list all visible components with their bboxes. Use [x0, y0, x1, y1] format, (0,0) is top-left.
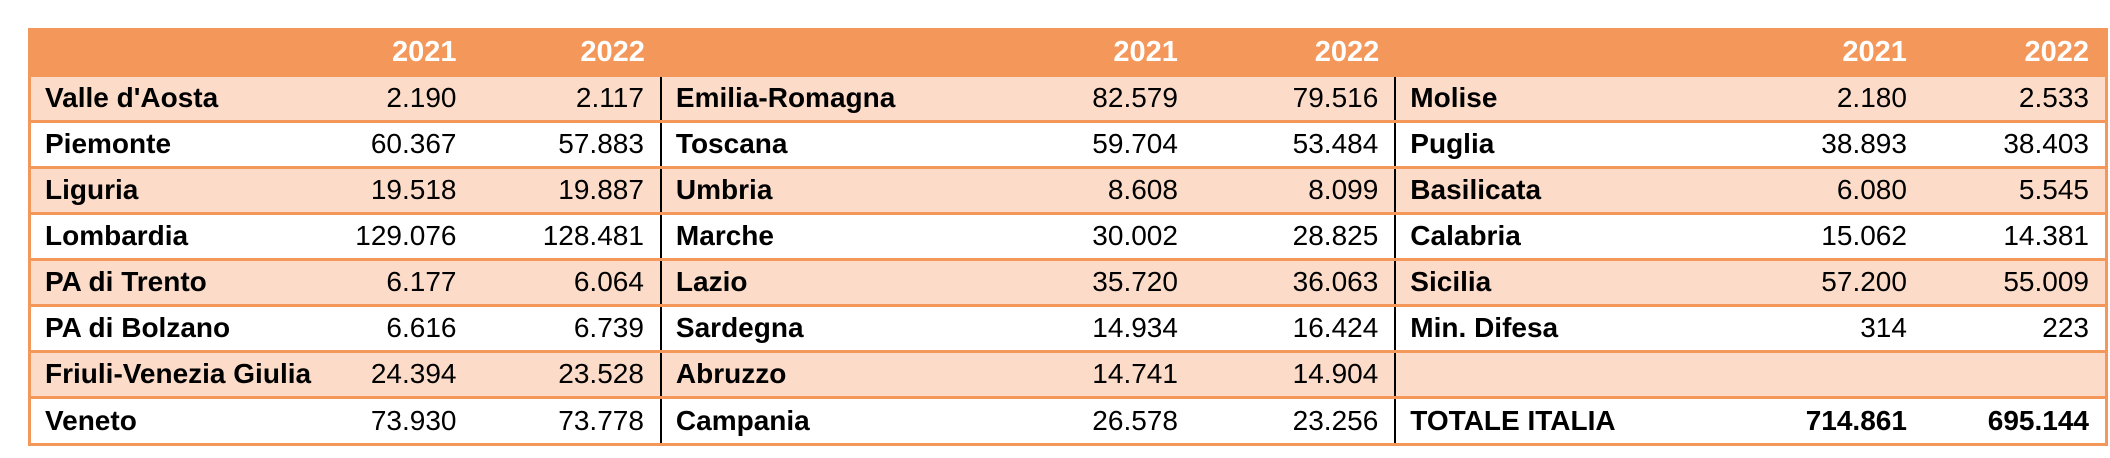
- value-2022: 5.545: [1922, 165, 2105, 213]
- header-year-2022: 2022: [1193, 31, 1396, 77]
- value-2022: 2.117: [575, 82, 644, 113]
- region-name: Marche: [659, 211, 952, 259]
- value-2021: 57.200: [1718, 257, 1923, 305]
- empty-cell: [1718, 349, 1923, 397]
- value-2021: 59.704: [951, 119, 1194, 167]
- region-name: Basilicata: [1394, 165, 1719, 213]
- header-year-2022: 2022: [1922, 31, 2105, 77]
- region-table-container: 2021 2022 2021 2022 2021 2022 Valle d'Ao…: [28, 28, 2108, 446]
- value-2021: 6.177: [300, 257, 473, 305]
- table-row: Friuli-Venezia Giulia 24.394 23.528 Abru…: [31, 349, 2105, 397]
- region-name: Sicilia: [1394, 257, 1719, 305]
- value-2022: 57.883: [472, 119, 661, 167]
- table-row: Piemonte 60.367 57.883 Toscana 59.704 53…: [31, 119, 2105, 167]
- header-blank-2: [660, 31, 952, 77]
- table-header: 2021 2022 2021 2022 2021 2022: [31, 31, 2105, 77]
- value-2022: 55.009: [1922, 257, 2105, 305]
- region-name: Umbria: [659, 165, 952, 213]
- region-name: Sardegna: [659, 303, 952, 351]
- header-blank-3: [1395, 31, 1719, 77]
- region-name: Friuli-Venezia Giulia: [31, 349, 311, 397]
- region-name: PA di Bolzano: [31, 303, 301, 351]
- value-2021: 19.518: [300, 165, 473, 213]
- value-2021: 26.578: [951, 395, 1194, 443]
- region-name: Puglia: [1394, 119, 1719, 167]
- value-2021: 129.076: [300, 211, 473, 259]
- region-name: Molise: [1394, 75, 1719, 121]
- value-2021: 82.579: [1092, 82, 1178, 113]
- region-name: Toscana: [659, 119, 952, 167]
- total-value-2022: 695.144: [1922, 395, 2105, 443]
- empty-cell: [1394, 349, 1719, 397]
- value-2022: 79.516: [1292, 82, 1379, 113]
- region-name: Calabria: [1394, 211, 1719, 259]
- table-row: Veneto 73.930 73.778 Campania 26.578 23.…: [31, 395, 2105, 443]
- value-2021: 6.616: [300, 303, 473, 351]
- header-blank-1: [31, 31, 301, 77]
- value-2022: 23.528: [472, 349, 661, 397]
- value-2021: 14.741: [951, 349, 1194, 397]
- value-2022: 73.778: [472, 395, 661, 443]
- value-2021: 6.080: [1718, 165, 1923, 213]
- value-2022: 28.825: [1193, 211, 1396, 259]
- value-2021: 60.367: [300, 119, 473, 167]
- table-body: Valle d'Aosta 2.190 2.117 Emilia-Romagna…: [31, 75, 2105, 443]
- value-2022: 23.256: [1193, 395, 1396, 443]
- region-name: Min. Difesa: [1394, 303, 1719, 351]
- value-2022: 16.424: [1193, 303, 1396, 351]
- header-row: 2021 2022 2021 2022 2021 2022: [31, 31, 2105, 77]
- table-row: Valle d'Aosta 2.190 2.117 Emilia-Romagna…: [31, 75, 2105, 121]
- value-2021: 14.934: [951, 303, 1194, 351]
- value-2022: 53.484: [1193, 119, 1396, 167]
- table-row: Liguria 19.518 19.887 Umbria 8.608 8.099…: [31, 165, 2105, 213]
- value-2021: 2.190: [386, 82, 457, 113]
- region-name: Valle d'Aosta: [45, 82, 219, 113]
- region-name: Abruzzo: [659, 349, 952, 397]
- value-2022: 6.739: [472, 303, 661, 351]
- value-2022: 38.403: [1922, 119, 2105, 167]
- total-label: TOTALE ITALIA: [1394, 395, 1719, 443]
- region-name: PA di Trento: [31, 257, 301, 305]
- empty-cell: [1922, 349, 2105, 397]
- value-2022: 6.064: [472, 257, 661, 305]
- value-2022: 2.533: [2018, 82, 2089, 113]
- region-name: Lazio: [659, 257, 952, 305]
- value-2022: 14.904: [1193, 349, 1396, 397]
- region-name: Lombardia: [31, 211, 301, 259]
- region-data-table: 2021 2022 2021 2022 2021 2022 Valle d'Ao…: [31, 31, 2105, 443]
- value-2021: 38.893: [1718, 119, 1923, 167]
- value-2021: 15.062: [1718, 211, 1923, 259]
- table-row: PA di Trento 6.177 6.064 Lazio 35.720 36…: [31, 257, 2105, 305]
- value-2022: 36.063: [1193, 257, 1396, 305]
- value-2021: 8.608: [951, 165, 1194, 213]
- value-2021: 73.930: [300, 395, 473, 443]
- total-value-2021: 714.861: [1718, 395, 1923, 443]
- region-name: Piemonte: [31, 119, 301, 167]
- region-name: Campania: [659, 395, 952, 443]
- table-row: PA di Bolzano 6.616 6.739 Sardegna 14.93…: [31, 303, 2105, 351]
- value-2022: 8.099: [1193, 165, 1396, 213]
- region-name: Liguria: [31, 165, 301, 213]
- region-name: Emilia-Romagna: [659, 75, 952, 121]
- header-year-2021: 2021: [951, 31, 1194, 77]
- value-2021: 35.720: [951, 257, 1194, 305]
- value-2021: 2.180: [1836, 82, 1907, 113]
- header-year-2021: 2021: [300, 31, 473, 77]
- table-row: Lombardia 129.076 128.481 Marche 30.002 …: [31, 211, 2105, 259]
- value-2022: 128.481: [472, 211, 661, 259]
- value-2021: 30.002: [951, 211, 1194, 259]
- value-2022: 19.887: [472, 165, 661, 213]
- value-2022: 223: [1922, 303, 2105, 351]
- value-2022: 14.381: [1922, 211, 2105, 259]
- value-2021: 314: [1718, 303, 1923, 351]
- value-2021: 24.394: [300, 349, 473, 397]
- region-name: Veneto: [31, 395, 301, 443]
- header-year-2022: 2022: [472, 31, 661, 77]
- header-year-2021: 2021: [1718, 31, 1923, 77]
